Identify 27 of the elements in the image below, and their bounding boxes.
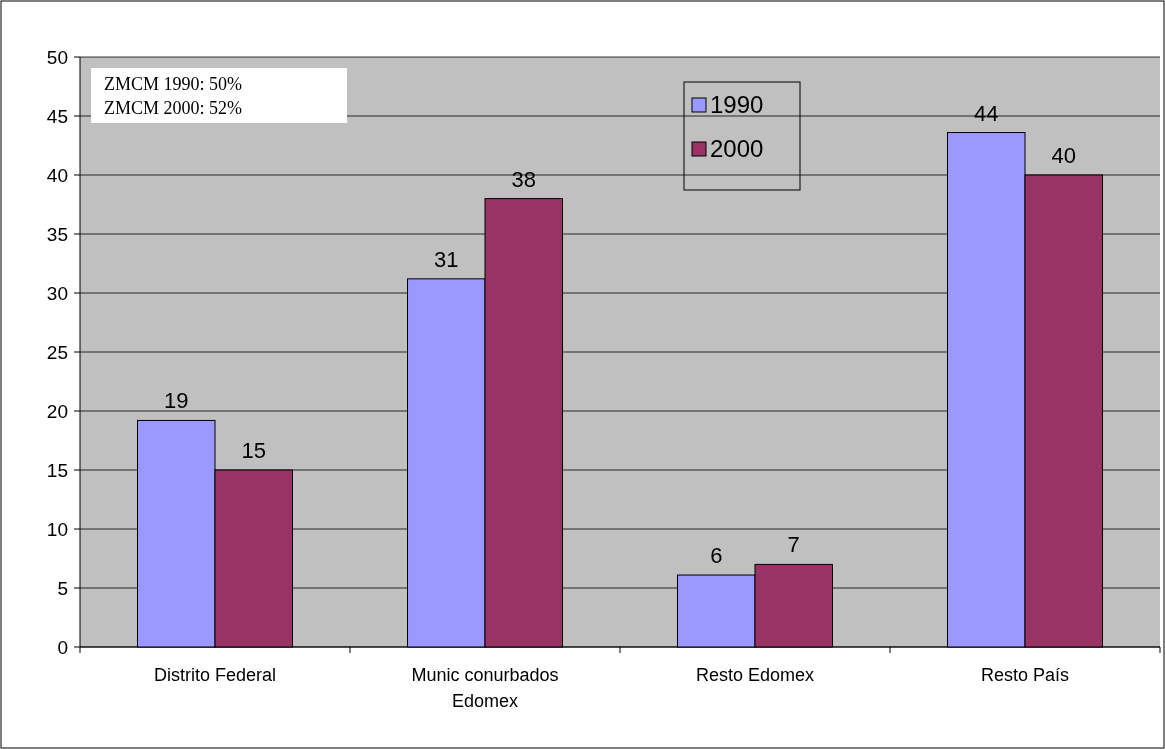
x-tick-label: Resto País [980,665,1070,685]
y-tick-label: 35 [46,223,68,245]
y-tick-label: 50 [46,46,68,68]
annotation: ZMCM 1990: 50% [104,74,243,94]
y-tick-label: 30 [46,282,68,304]
y-tick-label: 10 [46,518,68,540]
y-tick-label: 45 [46,105,68,127]
data-label: 7 [787,532,800,558]
legend-label: 2000 [710,135,764,163]
data-label: 31 [434,246,459,272]
annotation: ZMCM 2000: 52% [104,98,243,118]
legend-label: 1990 [710,91,764,119]
data-label: 6 [710,543,723,569]
y-tick-label: 0 [57,636,68,658]
data-label: 15 [241,438,266,463]
y-tick-label: 40 [46,164,68,186]
x-tick-label: Munic conurbados Edomex [411,665,559,711]
x-tick-label: Distrito Federal [153,665,277,685]
y-tick-label: 15 [46,459,68,481]
y-tick-label: 25 [46,341,68,363]
y-tick-label: 5 [57,577,68,599]
data-label: 19 [164,388,189,414]
y-tick-label: 20 [46,400,68,422]
data-label: 44 [974,100,999,126]
data-label: 38 [511,166,536,192]
x-tick-label: Resto Edomex [695,665,815,685]
data-label: 40 [1051,143,1076,168]
